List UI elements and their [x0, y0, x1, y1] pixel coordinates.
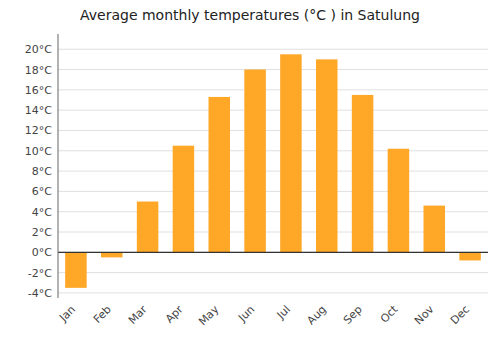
y-tick-label: 10°C [25, 145, 52, 158]
x-tick-label: Nov [412, 303, 437, 328]
x-tick-label: Feb [91, 303, 114, 326]
x-tick-label: Sep [341, 303, 365, 327]
x-tick-label: May [196, 303, 222, 329]
x-tick-label: Aug [304, 303, 328, 327]
grid-line [58, 171, 488, 172]
x-tick-label: Jan [56, 303, 78, 325]
x-tick-label: Apr [163, 303, 186, 326]
bar [173, 146, 195, 253]
baseline [58, 252, 488, 253]
y-tick-label: 8°C [32, 165, 52, 178]
grid-line [58, 69, 488, 70]
grid-line [58, 110, 488, 111]
y-axis-line [58, 34, 59, 298]
x-tick-label: Jul [274, 303, 293, 322]
grid-line [58, 49, 488, 50]
y-tick-label: 16°C [25, 84, 52, 97]
bar [280, 54, 302, 252]
y-tick-label: 4°C [32, 206, 52, 219]
bar [137, 202, 159, 253]
bar [352, 95, 374, 252]
bar [459, 252, 481, 260]
title: Average monthly temperatures (°C ) in Sa… [80, 7, 420, 23]
bar [388, 149, 410, 253]
bar [65, 252, 87, 288]
x-tick-label: Jun [235, 303, 257, 325]
grid-line [58, 130, 488, 131]
bar [316, 59, 338, 252]
y-axis: -4°C -2°C 0°C 2°C 4°C 6°C 8°C 10°C 12°C 14°C 16°C 1… [25, 43, 488, 300]
grid-line [58, 191, 488, 192]
grid-line [58, 272, 488, 273]
bar [209, 97, 231, 252]
y-tick-label: -4°C [28, 287, 52, 300]
bar [244, 70, 265, 253]
y-tick-label: 6°C [32, 185, 52, 198]
chart: Average monthly temperatures (°C ) in Sa… [0, 0, 500, 350]
y-tick-label: 0°C [32, 246, 52, 259]
y-tick-label: 18°C [25, 64, 52, 77]
grid-line [58, 252, 488, 253]
bar [424, 206, 446, 253]
grid-line [58, 89, 488, 90]
x-tick-label: Dec [448, 303, 472, 327]
y-tick-label: 20°C [25, 43, 52, 56]
x-tick-label: Mar [126, 303, 150, 327]
bar [101, 252, 123, 257]
y-tick-label: 2°C [32, 226, 52, 239]
x-axis: Jan Feb Mar Apr May Jun Jul Aug Sep Oct Nov Dec [56, 302, 472, 328]
x-tick-label: Oct [378, 302, 401, 325]
y-tick-label: -2°C [28, 267, 52, 280]
y-tick-label: 12°C [25, 124, 52, 137]
grid-line [58, 292, 488, 293]
y-tick-label: 14°C [25, 104, 52, 117]
grid-line [58, 150, 488, 151]
